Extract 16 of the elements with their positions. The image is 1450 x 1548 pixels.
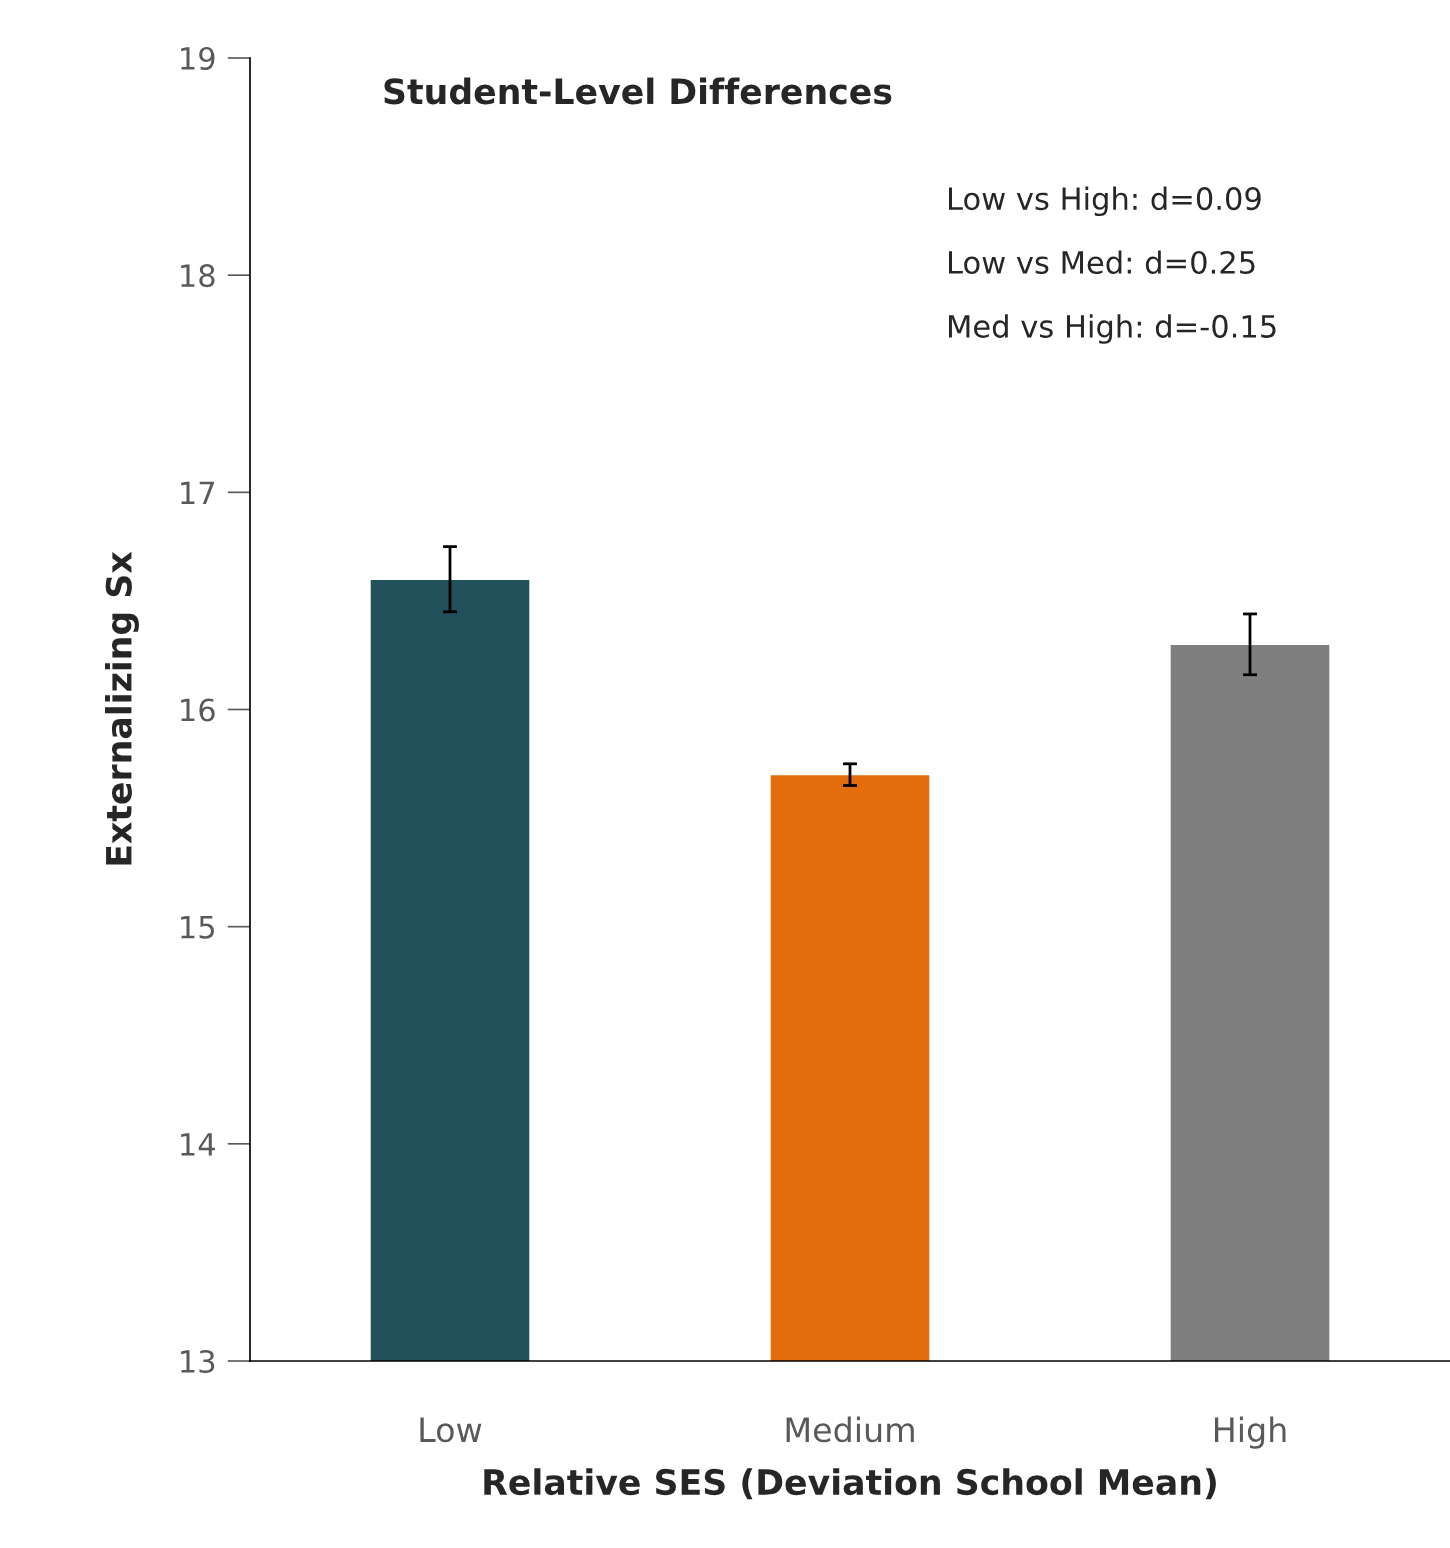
y-tick-label: 13 (181, 1349, 215, 1374)
x-tick-label: Low (420, 1417, 482, 1443)
y-tick-label: 18 (181, 264, 215, 288)
y-tick-label: 19 (181, 46, 215, 71)
y-tick-label: 17 (181, 481, 215, 504)
y-tick-label: 15 (181, 916, 214, 939)
x-tick-label: Medium (786, 1416, 914, 1443)
y-tick-label: 14 (181, 1133, 215, 1156)
x-tick-label: High (1214, 1416, 1286, 1449)
annotation: Low vs Med: d=0.25 (949, 250, 1255, 275)
annotation: Low vs High: d=0.09 (949, 186, 1261, 217)
chart-title: Student-Level Differences (384, 77, 892, 105)
y-axis-title: Externalizing Sx (105, 551, 139, 865)
x-axis-title: Relative SES (Deviation School Mean) (484, 1468, 1216, 1500)
annotation: Med vs High: d=-0.15 (949, 314, 1276, 344)
y-tick-label: 16 (181, 698, 215, 722)
